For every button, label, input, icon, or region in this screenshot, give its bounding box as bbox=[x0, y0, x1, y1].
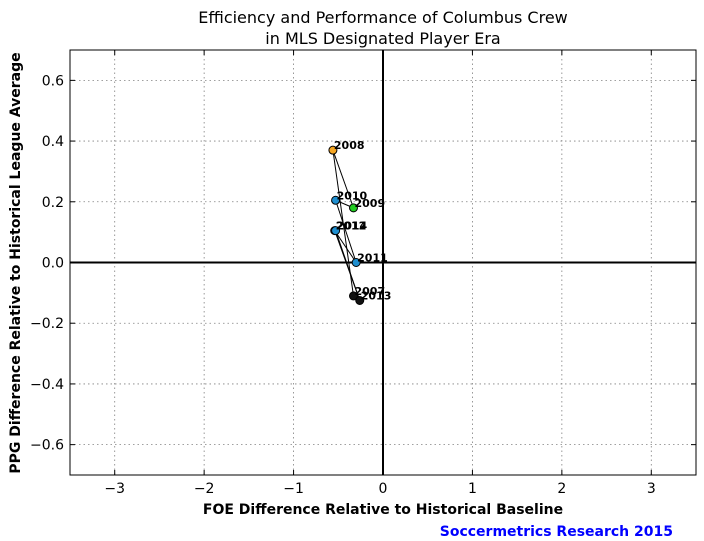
x-tick-label: 0 bbox=[379, 481, 388, 497]
chart-title-line1: Efficiency and Performance of Columbus C… bbox=[198, 8, 568, 27]
x-tick-label: 3 bbox=[647, 481, 656, 497]
credit-text: Soccermetrics Research 2015 bbox=[440, 524, 673, 540]
x-tick-label: 1 bbox=[468, 481, 477, 497]
y-tick-label: 0.4 bbox=[42, 134, 64, 150]
connector-lines bbox=[332, 150, 361, 301]
connector-line bbox=[335, 230, 361, 301]
x-tick-label: 2 bbox=[557, 481, 566, 497]
ticks: −3 −2 −1 0 1 2 3 −0.6 −0.4 −0.2 0.0 0.2 0.4 0.6 bbox=[30, 50, 696, 497]
chart-title-line2: in MLS Designated Player Era bbox=[265, 29, 500, 48]
data-points bbox=[328, 145, 365, 305]
point-label-2014: 2014 bbox=[337, 220, 368, 233]
point-label-2007: 2007 bbox=[354, 285, 385, 298]
point-label-2008: 2008 bbox=[334, 139, 365, 152]
point-label-2012: 2012 bbox=[336, 220, 367, 233]
data-point-2011 bbox=[351, 258, 361, 267]
point-label-2009: 2009 bbox=[354, 197, 385, 210]
y-axis-label: PPG Difference Relative to Historical Le… bbox=[8, 52, 24, 473]
y-tick-label: −0.6 bbox=[30, 438, 64, 454]
point-label-2011: 2011 bbox=[357, 252, 388, 265]
x-axis-label: FOE Difference Relative to Historical Ba… bbox=[203, 502, 563, 518]
data-point-2008 bbox=[328, 145, 338, 155]
x-tick-label: −2 bbox=[194, 481, 215, 497]
data-point-2014 bbox=[331, 226, 341, 236]
zero-axes bbox=[70, 50, 696, 475]
data-point-2010 bbox=[331, 195, 341, 205]
x-tick-label: −3 bbox=[104, 481, 125, 497]
data-point-2013 bbox=[355, 295, 365, 305]
y-tick-label: 0.0 bbox=[42, 256, 64, 272]
connector-line bbox=[335, 200, 357, 263]
y-tick-label: −0.4 bbox=[30, 377, 64, 393]
x-tick-label: −1 bbox=[283, 481, 304, 497]
data-point-2009 bbox=[348, 203, 358, 213]
y-tick-label: 0.2 bbox=[42, 195, 64, 211]
connector-line bbox=[334, 230, 357, 263]
y-tick-label: 0.6 bbox=[42, 73, 64, 89]
connector-line bbox=[332, 150, 354, 209]
point-label-2013: 2013 bbox=[361, 289, 392, 302]
point-label-2010: 2010 bbox=[337, 189, 368, 202]
y-tick-label: −0.2 bbox=[30, 316, 64, 332]
data-point-2007 bbox=[348, 291, 358, 301]
